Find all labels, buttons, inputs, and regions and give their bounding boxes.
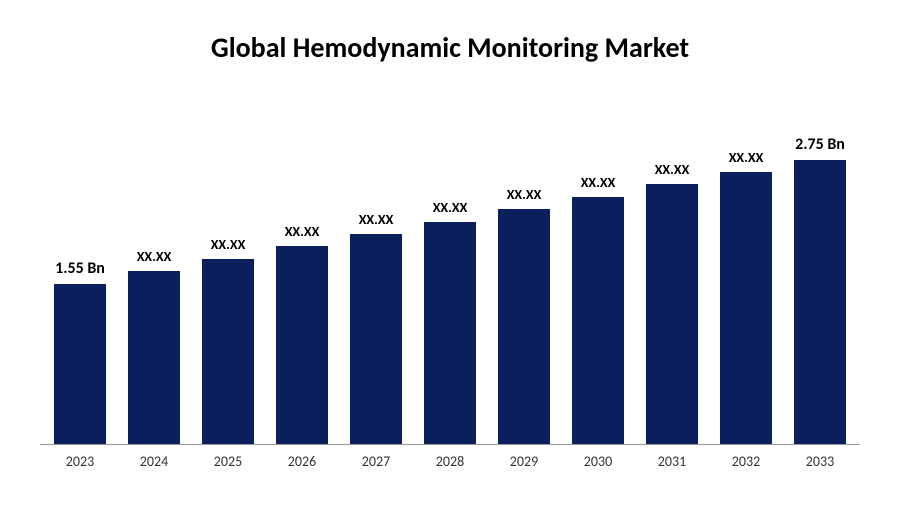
bar-value-label: XX.XX xyxy=(507,186,542,203)
bar xyxy=(572,197,624,444)
bar xyxy=(424,222,476,444)
bar-value-label: XX.XX xyxy=(285,223,320,240)
x-axis-label: 2030 xyxy=(563,453,633,470)
bar-group: XX.XX xyxy=(267,223,337,444)
bar-group: XX.XX xyxy=(711,149,781,444)
chart-title: Global Hemodynamic Monitoring Market xyxy=(40,30,860,65)
bar-value-label: XX.XX xyxy=(211,236,246,253)
bar xyxy=(794,160,846,444)
bar xyxy=(720,172,772,444)
bar-group: XX.XX xyxy=(415,199,485,444)
x-axis-label: 2027 xyxy=(341,453,411,470)
bar xyxy=(498,209,550,444)
x-axis-label: 2026 xyxy=(267,453,337,470)
x-axis-label: 2031 xyxy=(637,453,707,470)
bar-value-label: 1.55 Bn xyxy=(55,259,105,278)
bar-value-label: XX.XX xyxy=(581,174,616,191)
x-axis-label: 2032 xyxy=(711,453,781,470)
bar xyxy=(350,234,402,444)
bar-group: XX.XX xyxy=(119,248,189,444)
bar-value-label: XX.XX xyxy=(433,199,468,216)
bar xyxy=(54,284,106,444)
bars-container: 1.55 Bn XX.XX XX.XX XX.XX XX.XX XX.XX XX.XX XX.… xyxy=(40,115,860,445)
x-axis-label: 2023 xyxy=(45,453,115,470)
bar-value-label: XX.XX xyxy=(655,161,690,178)
bar-group: XX.XX xyxy=(563,174,633,444)
x-axis-label: 2029 xyxy=(489,453,559,470)
bar-group: XX.XX xyxy=(193,236,263,444)
bar xyxy=(202,259,254,444)
bar-value-label: XX.XX xyxy=(729,149,764,166)
x-axis-label: 2028 xyxy=(415,453,485,470)
bar xyxy=(128,271,180,444)
bar xyxy=(276,246,328,444)
x-axis-label: 2025 xyxy=(193,453,263,470)
x-axis-label: 2024 xyxy=(119,453,189,470)
bar-value-label: XX.XX xyxy=(359,211,394,228)
bar xyxy=(646,184,698,444)
bar-group: XX.XX xyxy=(637,161,707,444)
chart-area: 1.55 Bn XX.XX XX.XX XX.XX XX.XX XX.XX XX.XX XX.… xyxy=(40,115,860,475)
bar-group: 1.55 Bn xyxy=(45,259,115,444)
x-axis-label: 2033 xyxy=(785,453,855,470)
bar-value-label: 2.75 Bn xyxy=(795,135,845,154)
bar-group: XX.XX xyxy=(489,186,559,444)
bar-value-label: XX.XX xyxy=(137,248,172,265)
bar-group: XX.XX xyxy=(341,211,411,444)
x-axis-labels: 2023202420252026202720282029203020312032… xyxy=(40,445,860,470)
bar-group: 2.75 Bn xyxy=(785,135,855,444)
